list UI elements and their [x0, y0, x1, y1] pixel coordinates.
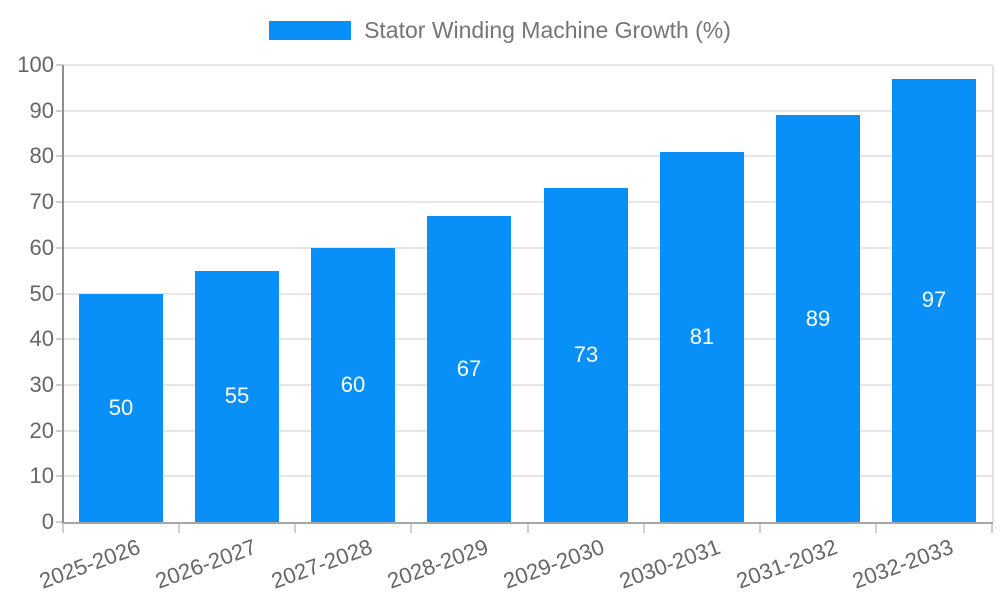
- y-axis-tick: [56, 292, 63, 295]
- bar[interactable]: 89: [776, 115, 860, 522]
- bar[interactable]: 97: [892, 78, 976, 522]
- bar-value-label: 67: [456, 355, 482, 381]
- bar-value-label: 81: [689, 323, 715, 349]
- plot-right-border: [992, 65, 994, 522]
- x-axis-tick: [294, 524, 297, 533]
- x-axis-tick: [526, 524, 529, 533]
- y-axis-tick-label: 40: [29, 326, 54, 352]
- bar[interactable]: 81: [660, 151, 744, 522]
- y-axis-tick-label: 90: [29, 97, 54, 123]
- x-axis-tick-label: 2028-2029: [384, 534, 492, 594]
- gridline: [63, 292, 992, 295]
- y-axis-tick: [56, 201, 63, 204]
- gridline: [63, 246, 992, 249]
- x-axis-tick-label: 2027-2028: [268, 534, 376, 594]
- chart-legend[interactable]: Stator Winding Machine Growth (%): [0, 14, 1000, 46]
- gridline: [63, 338, 992, 341]
- x-axis-tick: [642, 524, 645, 533]
- y-axis-tick: [56, 64, 63, 66]
- gridline: [63, 155, 992, 158]
- gridline: [63, 64, 992, 66]
- x-axis-tick: [62, 524, 64, 533]
- x-axis-tick: [178, 524, 181, 533]
- y-axis-tick: [56, 429, 63, 432]
- x-axis-tick-label: 2026-2027: [151, 534, 260, 594]
- y-axis-tick-label: 100: [17, 52, 54, 77]
- gridline: [63, 383, 992, 386]
- legend-label: Stator Winding Machine Growth (%): [364, 16, 731, 43]
- x-axis-tick-label: 2032-2033: [848, 534, 957, 594]
- x-axis-tick: [758, 524, 761, 533]
- x-axis-tick: [410, 524, 413, 533]
- x-axis-line: [62, 522, 993, 524]
- x-axis-tick-label: 2030-2031: [616, 534, 724, 594]
- y-axis-tick: [56, 155, 63, 158]
- y-axis-tick: [56, 475, 63, 478]
- bar-value-label: 89: [805, 305, 831, 331]
- y-axis-tick-label: 20: [29, 417, 54, 443]
- bar[interactable]: 67: [427, 215, 511, 522]
- bar-value-label: 97: [921, 287, 947, 313]
- y-axis-tick: [56, 109, 63, 112]
- gridline: [63, 429, 992, 432]
- y-axis-tick-label: 50: [29, 280, 54, 306]
- x-axis-tick: [991, 524, 993, 533]
- bar[interactable]: 60: [311, 247, 395, 522]
- x-axis-tick-label: 2025-2026: [35, 534, 144, 594]
- gridline: [63, 475, 992, 478]
- y-axis-tick: [56, 338, 63, 341]
- y-axis-tick: [56, 246, 63, 249]
- y-axis-tick-label: 30: [29, 371, 54, 397]
- gridline: [63, 201, 992, 204]
- y-axis-tick-label: 60: [29, 234, 54, 260]
- y-axis-tick: [56, 383, 63, 386]
- y-axis-tick: [56, 521, 63, 523]
- x-axis-tick-label: 2031-2032: [732, 534, 841, 594]
- y-axis-tick-label: 70: [29, 189, 54, 215]
- y-axis-tick-label: 0: [41, 509, 54, 534]
- bar[interactable]: 50: [79, 293, 163, 522]
- y-axis-tick-label: 80: [29, 143, 54, 169]
- y-axis-line: [62, 65, 64, 522]
- bar[interactable]: 73: [544, 188, 628, 522]
- legend-swatch: [269, 20, 352, 40]
- y-axis-tick-label: 10: [29, 463, 54, 489]
- bar-value-label: 50: [108, 394, 134, 420]
- x-axis-tick: [874, 524, 877, 533]
- bar-value-label: 55: [224, 383, 250, 409]
- bar-value-label: 60: [340, 371, 366, 397]
- bar-value-label: 73: [573, 342, 599, 368]
- bar[interactable]: 55: [195, 270, 279, 522]
- gridline: [63, 109, 992, 112]
- x-axis-tick-label: 2029-2030: [500, 534, 608, 594]
